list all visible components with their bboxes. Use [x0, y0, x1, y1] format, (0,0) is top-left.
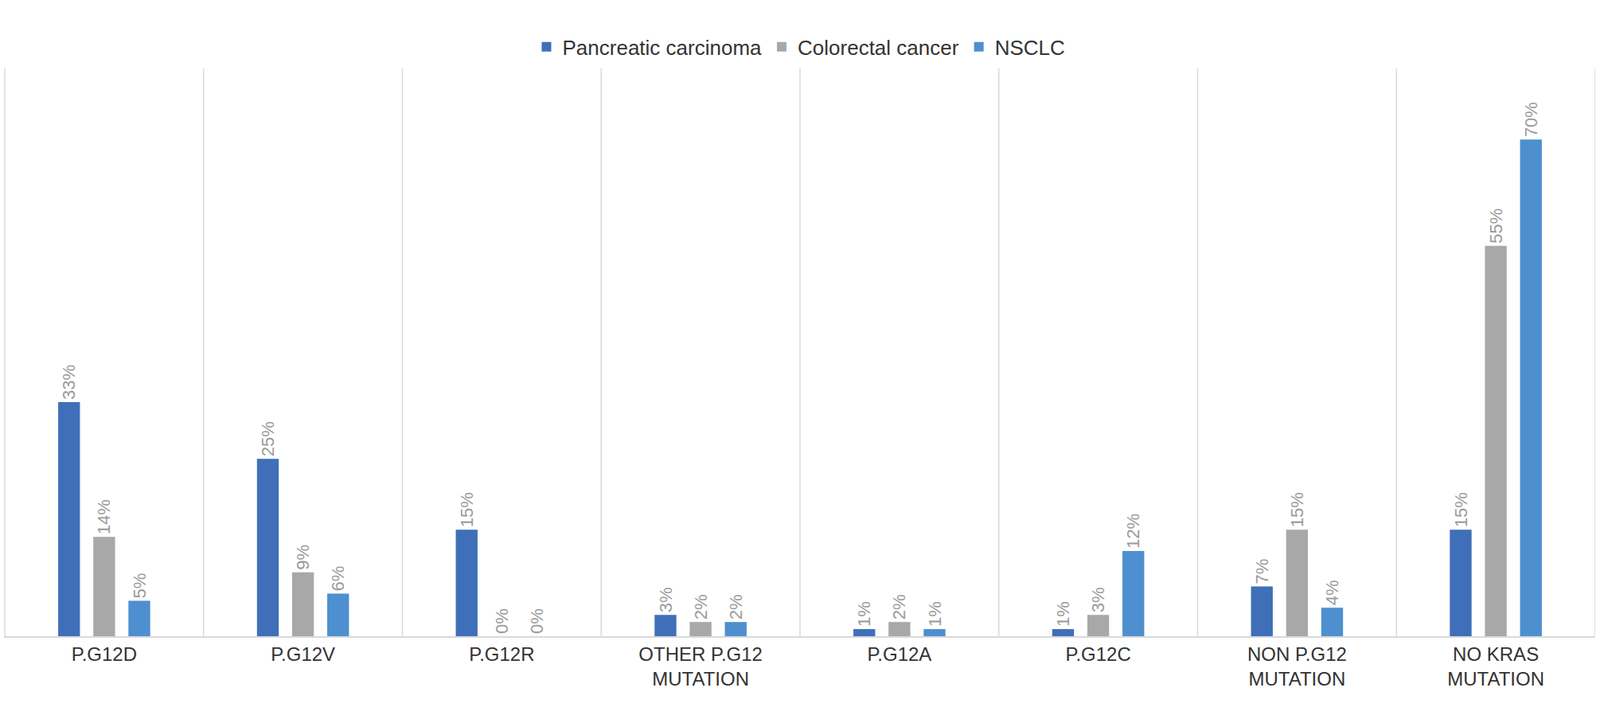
svg-text:2%: 2%: [725, 593, 746, 620]
svg-text:NSCLC: NSCLC: [995, 35, 1066, 60]
svg-text:55%: 55%: [1486, 208, 1507, 244]
svg-text:4%: 4%: [1322, 580, 1343, 606]
svg-text:Colorectal cancer: Colorectal cancer: [797, 35, 960, 60]
svg-text:P.G12V: P.G12V: [270, 643, 336, 665]
svg-text:1%: 1%: [924, 600, 945, 627]
svg-text:3%: 3%: [655, 586, 676, 613]
svg-text:25%: 25%: [257, 421, 278, 457]
svg-text:70%: 70%: [1521, 101, 1542, 137]
svg-text:15%: 15%: [456, 491, 477, 527]
svg-text:0%: 0%: [526, 608, 547, 634]
svg-text:P.G12D: P.G12D: [71, 643, 137, 665]
svg-text:15%: 15%: [1451, 491, 1472, 527]
svg-text:1%: 1%: [854, 600, 875, 627]
svg-text:5%: 5%: [129, 573, 150, 599]
svg-text:6%: 6%: [327, 565, 348, 592]
svg-text:0%: 0%: [491, 608, 512, 634]
svg-text:9%: 9%: [292, 544, 313, 570]
svg-text:14%: 14%: [93, 499, 114, 535]
svg-text:Pancreatic carcinoma: Pancreatic carcinoma: [562, 35, 763, 60]
svg-text:7%: 7%: [1252, 558, 1273, 585]
svg-text:2%: 2%: [690, 593, 711, 620]
svg-text:P.G12A: P.G12A: [866, 643, 932, 665]
svg-text:P.G12C: P.G12C: [1065, 643, 1131, 665]
svg-text:NON P.G12MUTATION: NON P.G12MUTATION: [1247, 643, 1347, 690]
svg-text:15%: 15%: [1287, 491, 1308, 527]
svg-text:1%: 1%: [1053, 600, 1074, 627]
svg-text:12%: 12%: [1123, 513, 1144, 549]
svg-text:2%: 2%: [889, 593, 910, 620]
svg-text:P.G12R: P.G12R: [468, 643, 535, 665]
svg-text:3%: 3%: [1088, 586, 1109, 613]
svg-text:OTHER P.G12MUTATION: OTHER P.G12MUTATION: [638, 643, 763, 690]
svg-text:33%: 33%: [58, 364, 79, 400]
svg-text:NO KRASMUTATION: NO KRASMUTATION: [1447, 643, 1545, 690]
